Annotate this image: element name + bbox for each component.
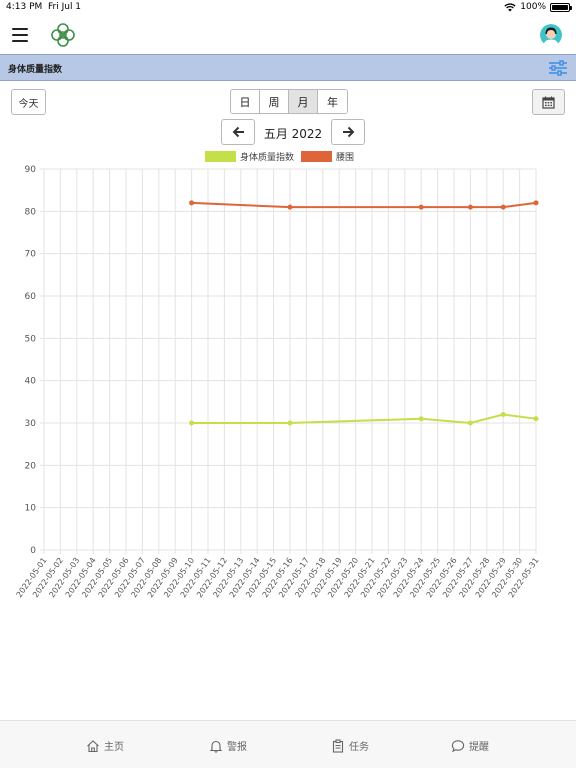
data-point [189, 200, 195, 206]
data-point [500, 412, 506, 418]
calendar-button[interactable] [532, 89, 565, 115]
status-date: Fri Jul 1 [48, 2, 82, 12]
period-month-tab[interactable]: 月 [289, 90, 318, 113]
bmi-waist-line-chart: 身体质量指数 腰围 0 10 20 30 40 50 60 70 80 90 2022-05-012… [15, 151, 541, 599]
data-point [467, 420, 473, 426]
tab-home-label: 主页 [104, 742, 124, 753]
data-point [533, 416, 539, 422]
tab-alerts[interactable]: 警报 [209, 738, 247, 753]
chat-bubble-icon [451, 739, 465, 752]
section-header: 身体质量指数 [0, 54, 576, 81]
data-point [418, 204, 424, 210]
y-tick-label: 70 [25, 250, 37, 260]
sliders-filter-icon[interactable] [548, 59, 568, 77]
battery-percent: 100% [520, 2, 546, 12]
x-axis: 2022-05-012022-05-022022-05-032022-05-04… [15, 556, 541, 599]
tab-alerts-label: 警报 [227, 742, 247, 753]
chart-grid [40, 168, 537, 554]
section-title: 身体质量指数 [8, 65, 63, 75]
y-axis: 0 10 20 30 40 50 60 70 80 90 [25, 165, 37, 556]
y-tick-label: 90 [25, 165, 37, 175]
status-bar: 4:13 PM Fri Jul 1 100% [0, 0, 576, 16]
legend-swatch [301, 151, 332, 162]
data-point [287, 204, 293, 210]
tab-home[interactable]: 主页 [86, 738, 124, 753]
y-tick-label: 10 [25, 504, 37, 514]
y-tick-label: 80 [25, 207, 37, 217]
data-point [533, 200, 539, 206]
period-day-tab[interactable]: 日 [231, 90, 260, 113]
tab-tasks-label: 任务 [349, 742, 369, 753]
user-avatar-icon[interactable] [540, 24, 562, 46]
legend-label: 腰围 [336, 152, 354, 163]
bottom-tab-bar: 主页 警报 任务 提醒 [0, 720, 576, 768]
data-point [500, 204, 506, 210]
flower-logo-icon [51, 23, 75, 47]
tab-reminders-label: 提醒 [469, 742, 489, 753]
tab-tasks[interactable]: 任务 [331, 738, 369, 753]
y-tick-label: 60 [25, 292, 37, 302]
y-tick-label: 50 [25, 334, 37, 344]
battery-icon [550, 2, 572, 12]
today-button[interactable]: 今天 [11, 89, 46, 115]
y-tick-label: 20 [25, 461, 37, 471]
chart-series [189, 200, 539, 426]
current-month-label: 五月 2022 [263, 127, 323, 141]
status-right: 100% [504, 2, 572, 12]
status-time: 4:13 PM [6, 2, 43, 12]
legend-label: 身体质量指数 [240, 151, 294, 163]
tab-reminders[interactable]: 提醒 [451, 738, 489, 753]
data-point [287, 420, 293, 426]
data-point [467, 204, 473, 210]
next-month-button[interactable] [331, 119, 365, 145]
data-point [189, 420, 195, 426]
previous-month-button[interactable] [221, 119, 255, 145]
y-tick-label: 30 [25, 419, 37, 429]
bell-icon [209, 740, 223, 753]
series-line-1 [191, 201, 537, 209]
clipboard-icon [332, 738, 344, 753]
y-tick-label: 40 [25, 377, 37, 387]
calendar-icon [542, 96, 555, 109]
period-week-tab[interactable]: 周 [260, 90, 289, 113]
home-icon [87, 739, 99, 752]
data-point [418, 416, 424, 422]
hamburger-menu-icon[interactable] [12, 28, 28, 42]
chart-legend: 身体质量指数 腰围 [205, 151, 354, 163]
y-tick-label: 0 [30, 546, 36, 556]
arrow-left-icon [232, 126, 244, 138]
wifi-icon [504, 2, 516, 11]
period-year-tab[interactable]: 年 [318, 90, 347, 113]
series-line-0 [191, 413, 537, 425]
period-selector: 日 周 月 年 [230, 89, 348, 114]
app-header [0, 16, 576, 54]
legend-swatch [205, 151, 236, 162]
arrow-right-icon [342, 126, 354, 138]
